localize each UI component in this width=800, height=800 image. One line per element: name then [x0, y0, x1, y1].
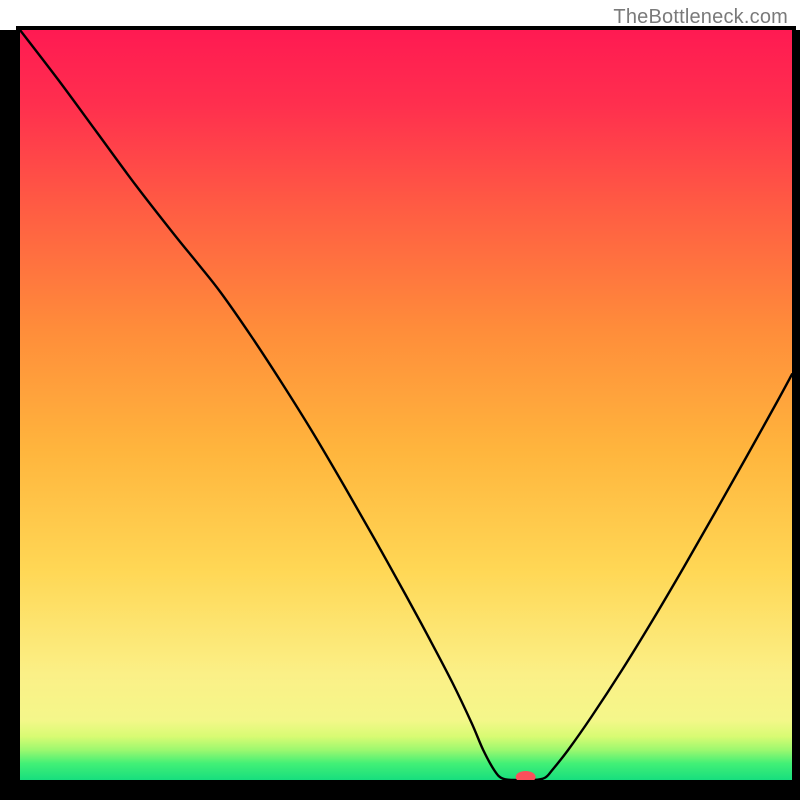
chart-container: TheBottleneck.com — [0, 0, 800, 800]
bottleneck-chart — [0, 0, 800, 800]
frame-edge — [0, 780, 800, 800]
gradient-background — [20, 30, 792, 780]
frame-edge — [0, 30, 20, 800]
frame-edge — [792, 30, 800, 800]
